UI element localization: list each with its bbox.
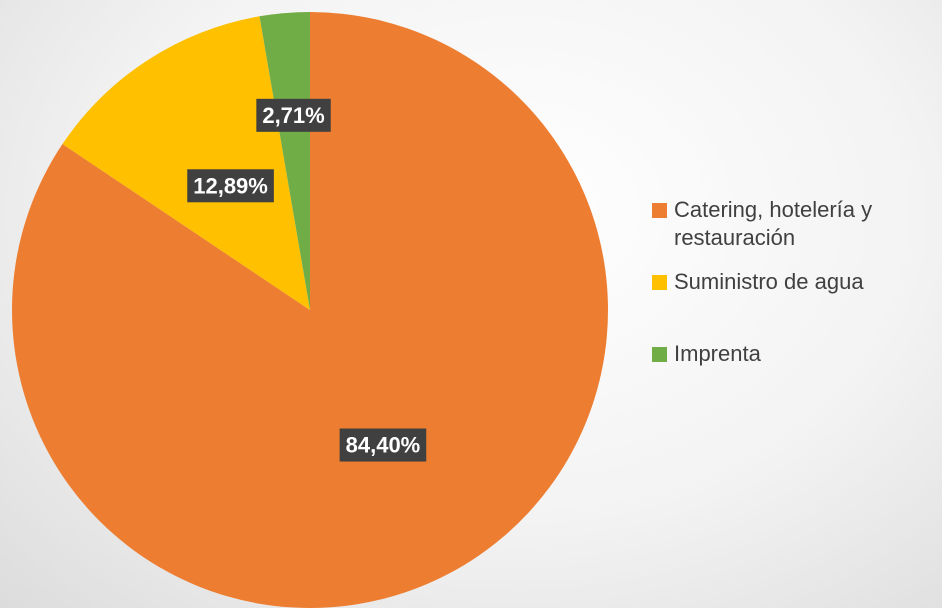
data-label: 2,71% — [256, 98, 331, 132]
legend-swatch — [652, 275, 667, 290]
legend-item: Catering, hotelería y restauración — [652, 196, 942, 252]
legend: Catering, hotelería y restauración Sumini… — [652, 196, 942, 384]
data-label: 84,40% — [339, 428, 427, 462]
pie-slice — [259, 12, 310, 310]
pie-slice — [12, 12, 608, 608]
legend-label: Suministro de agua — [674, 269, 864, 294]
legend-item: Imprenta — [652, 340, 942, 368]
data-label: 12,89% — [187, 169, 274, 203]
legend-swatch — [652, 347, 667, 362]
data-label-text: 12,89% — [193, 173, 268, 198]
legend-label: Imprenta — [674, 341, 761, 366]
data-label-text: 84,40% — [346, 433, 421, 458]
legend-swatch — [652, 203, 667, 218]
data-label-box — [187, 169, 274, 203]
pie-slice — [62, 16, 310, 311]
data-label-box — [256, 98, 331, 132]
legend-label: Catering, hotelería y restauración — [674, 197, 873, 250]
data-label-text: 2,71% — [262, 103, 324, 128]
legend-item: Suministro de agua — [652, 268, 942, 324]
data-label-box — [339, 428, 427, 462]
